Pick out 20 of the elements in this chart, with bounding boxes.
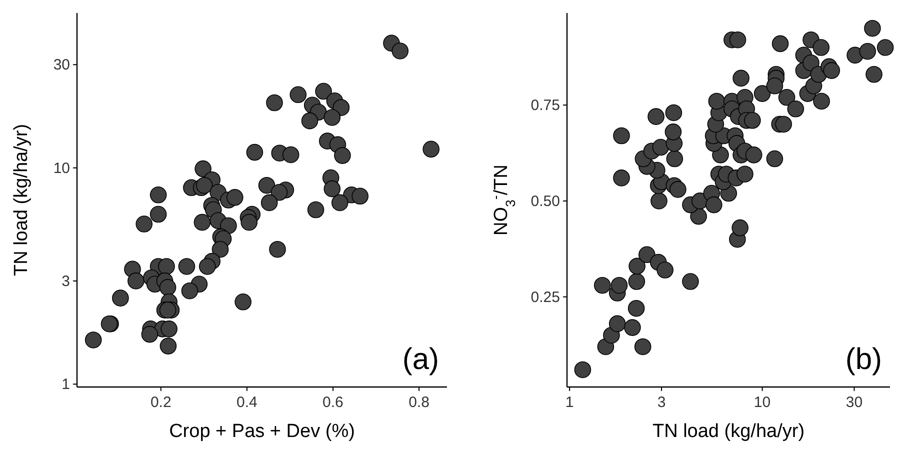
x-tick-label: 0.4 [236, 394, 258, 411]
x-tick-label: 0.6 [322, 394, 344, 411]
y-tick-label: 0.25 [530, 288, 560, 306]
x-tick-label: 0.2 [150, 394, 172, 411]
y-tick-label: 10 [53, 160, 70, 177]
annotation: (b) [845, 343, 882, 376]
x-axis-title: Crop + Pas + Dev (%) [169, 421, 355, 442]
y-tick-label: 1 [62, 376, 70, 394]
x-tick-label: 1 [565, 394, 574, 411]
y-axis-title: TN load (kg/ha/yr) [11, 124, 32, 276]
x-tick-label: 3 [657, 394, 666, 411]
y-tick-label: 0.50 [530, 192, 560, 210]
x-tick-label: 10 [754, 394, 771, 411]
x-axis-title: TN load (kg/ha/yr) [652, 421, 805, 442]
x-tick-label: 30 [846, 394, 863, 411]
x-tick-label: 0.8 [408, 394, 430, 411]
annotation: (a) [402, 343, 439, 376]
y-tick-label: 30 [53, 56, 70, 74]
y-tick-label: 0.75 [530, 97, 560, 114]
y-tick-label: 3 [62, 272, 70, 290]
